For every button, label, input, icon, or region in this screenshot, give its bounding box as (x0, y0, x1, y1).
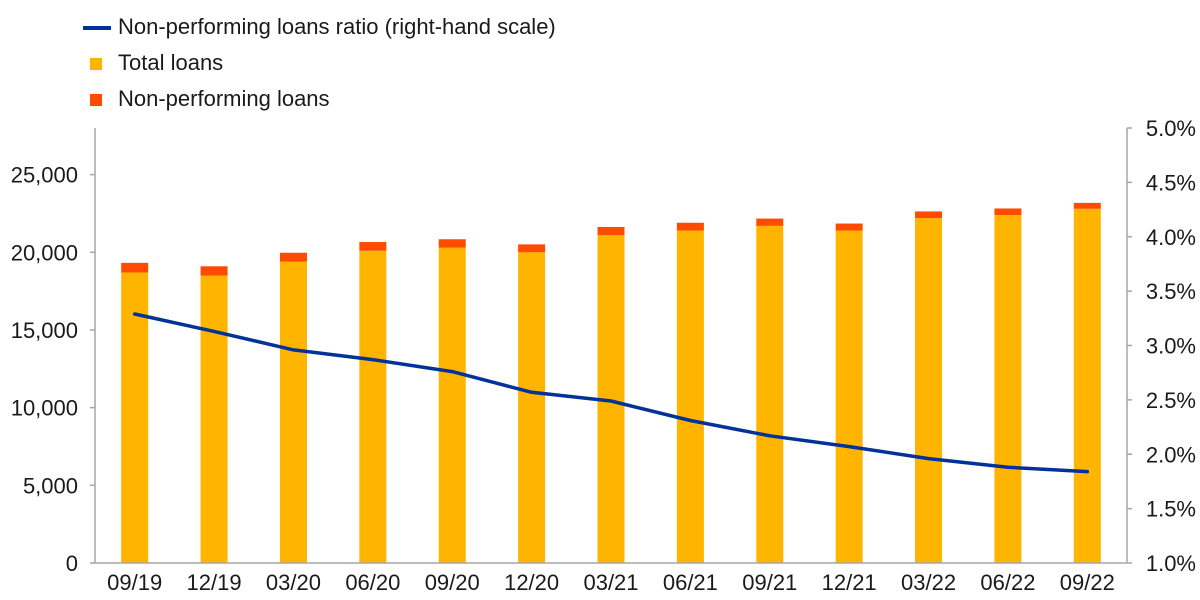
point-npl-ratio-06/22 (1006, 465, 1010, 469)
y-left-tick-label: 5,000 (23, 473, 78, 498)
y-right-tick-label: 1.5% (1146, 497, 1196, 522)
y-right-tick-label: 3.0% (1146, 334, 1196, 359)
point-npl-ratio-09/19 (133, 312, 137, 316)
bar-npl-09/19 (121, 262, 149, 273)
point-npl-ratio-03/20 (291, 348, 295, 352)
bar-total-loans-03/22 (915, 218, 943, 563)
point-npl-ratio-03/21 (609, 399, 613, 403)
point-npl-ratio-12/21 (847, 445, 851, 449)
bar-npl-09/21 (756, 218, 784, 226)
bar-npl-03/21 (597, 226, 625, 236)
legend-swatch-npl (90, 94, 102, 106)
bar-npl-09/22 (1073, 202, 1101, 209)
y-left-tick-label: 25,000 (11, 163, 78, 188)
point-npl-ratio-09/21 (768, 434, 772, 438)
y-left-tick-label: 10,000 (11, 396, 78, 421)
y-right-tick-label: 2.5% (1146, 388, 1196, 413)
axes-layer: 0 5,000 10,000 15,000 20,000 25,000 1.0% 1.5% 2.… (11, 116, 1196, 595)
bar-total-loans-03/20 (279, 261, 307, 563)
bars-layer (121, 202, 1101, 564)
legend-swatch-total-loans (90, 58, 102, 70)
bar-npl-12/19 (200, 266, 228, 276)
point-npl-ratio-03/22 (927, 457, 931, 461)
legend-swatch-npl-ratio (83, 26, 111, 30)
y-left-tick-label: 20,000 (11, 240, 78, 265)
point-npl-ratio-12/19 (212, 329, 216, 333)
x-tick-label: 06/22 (980, 570, 1035, 595)
x-tick-label: 03/21 (583, 570, 638, 595)
x-tick-label: 09/21 (742, 570, 797, 595)
bar-total-loans-09/22 (1073, 208, 1101, 564)
y-right-tick-label: 5.0% (1146, 116, 1196, 141)
y-left-tick-label: 0 (66, 551, 78, 576)
x-tick-label: 06/20 (345, 570, 400, 595)
point-npl-ratio-06/21 (688, 419, 692, 423)
point-npl-ratio-06/20 (371, 358, 375, 362)
bar-npl-12/20 (518, 244, 546, 253)
bar-npl-09/20 (438, 239, 466, 248)
bar-total-loans-12/19 (200, 275, 228, 563)
y-right-tick-label: 3.5% (1146, 279, 1196, 304)
bar-total-loans-09/19 (121, 272, 149, 563)
x-tick-label: 09/20 (425, 570, 480, 595)
bar-total-loans-06/22 (994, 215, 1022, 563)
bar-npl-03/20 (279, 252, 307, 262)
x-tick-label: 12/21 (822, 570, 877, 595)
bar-total-loans-12/20 (518, 252, 546, 564)
legend-label-total-loans: Total loans (118, 50, 224, 75)
bar-total-loans-06/20 (359, 250, 387, 563)
bar-total-loans-09/20 (438, 247, 466, 563)
legend-label-npl-ratio: Non-performing loans ratio (right-hand s… (118, 14, 556, 39)
point-npl-ratio-09/20 (450, 370, 454, 374)
bar-total-loans-09/21 (756, 225, 784, 563)
legend-label-npl: Non-performing loans (118, 86, 330, 111)
x-tick-label: 09/22 (1060, 570, 1115, 595)
bar-npl-03/22 (915, 211, 943, 219)
y-right-tick-label: 4.0% (1146, 225, 1196, 250)
bar-npl-06/22 (994, 208, 1022, 215)
bar-npl-06/20 (359, 242, 387, 251)
y-right-tick-label: 4.5% (1146, 170, 1196, 195)
x-tick-label: 06/21 (663, 570, 718, 595)
bar-npl-12/21 (835, 223, 863, 231)
point-npl-ratio-12/20 (530, 390, 534, 394)
x-tick-label: 12/20 (504, 570, 559, 595)
y-right-tick-label: 2.0% (1146, 442, 1196, 467)
bar-total-loans-06/21 (676, 230, 704, 564)
x-tick-label: 09/19 (107, 570, 162, 595)
x-tick-label: 03/20 (266, 570, 321, 595)
line-layer (132, 312, 1090, 474)
x-tick-label: 12/19 (187, 570, 242, 595)
y-left-tick-label: 15,000 (11, 318, 78, 343)
bar-npl-06/21 (676, 222, 704, 231)
x-tick-label: 03/22 (901, 570, 956, 595)
bar-total-loans-12/21 (835, 230, 863, 564)
point-npl-ratio-09/22 (1085, 470, 1089, 474)
y-right-tick-label: 1.0% (1146, 551, 1196, 576)
